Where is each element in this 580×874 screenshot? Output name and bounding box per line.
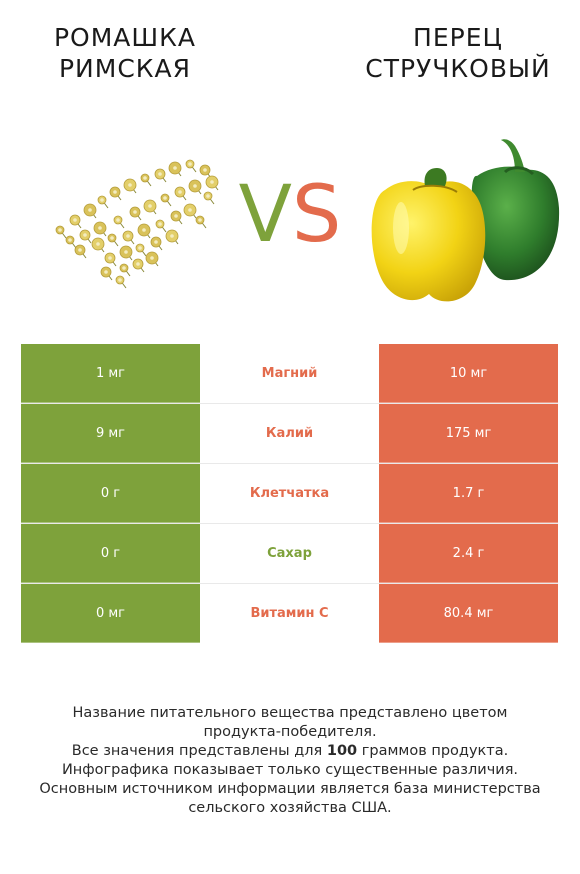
left-value: 0 г [21, 524, 200, 583]
right-item-title: ПЕРЕЦ СТРУЧКОВЫЙ [365, 23, 551, 83]
footnote-line: продукта-победителя. [203, 724, 377, 740]
table-row: 0 г Сахар 2.4 г [21, 524, 558, 584]
vs-label: VS [230, 168, 350, 263]
vs-s: S [291, 170, 342, 260]
right-value: 10 мг [379, 344, 558, 403]
table-row: 0 мг Витамин С 80.4 мг [21, 584, 558, 644]
nutrient-name: Калий [200, 404, 379, 463]
nutrient-table: 1 мг Магний 10 мг 9 мг Калий 175 мг 0 г Клетчат… [21, 344, 558, 644]
left-item-title: РОМАШКА РИМСКАЯ [53, 23, 196, 83]
footnote-line: Название питательного вещества представл… [72, 705, 508, 721]
table-row: 0 г Клетчатка 1.7 г [21, 464, 558, 524]
footnote-line: сельского хозяйства США. [188, 800, 392, 816]
footnote: Название питательного вещества представл… [10, 704, 570, 818]
pepper-image [371, 139, 560, 302]
table-row: 1 мг Магний 10 мг [21, 344, 558, 404]
footnote-line: Все значения представлены для 100 граммо… [10, 742, 570, 761]
nutrient-name: Магний [200, 344, 379, 403]
footnote-bold: 100 [326, 743, 358, 759]
right-value: 2.4 г [379, 524, 558, 583]
footnote-text: граммов продукта. [357, 743, 509, 759]
left-value: 0 г [21, 464, 200, 523]
nutrient-name: Клетчатка [200, 464, 379, 523]
right-value: 1.7 г [379, 464, 558, 523]
right-value: 175 мг [379, 404, 558, 463]
left-value: 0 мг [21, 584, 200, 643]
chamomile-image [55, 159, 219, 289]
vs-v: V [238, 170, 292, 260]
nutrient-name: Витамин С [200, 584, 379, 643]
right-value: 80.4 мг [379, 584, 558, 643]
footnote-line: Инфографика показывает только существенн… [61, 762, 519, 778]
left-value: 1 мг [21, 344, 200, 403]
footnote-line: Основным источником информации является … [39, 781, 541, 797]
footnote-text: Все значения представлены для [71, 743, 327, 759]
table-row: 9 мг Калий 175 мг [21, 404, 558, 464]
nutrient-name: Сахар [200, 524, 379, 583]
left-value: 9 мг [21, 404, 200, 463]
